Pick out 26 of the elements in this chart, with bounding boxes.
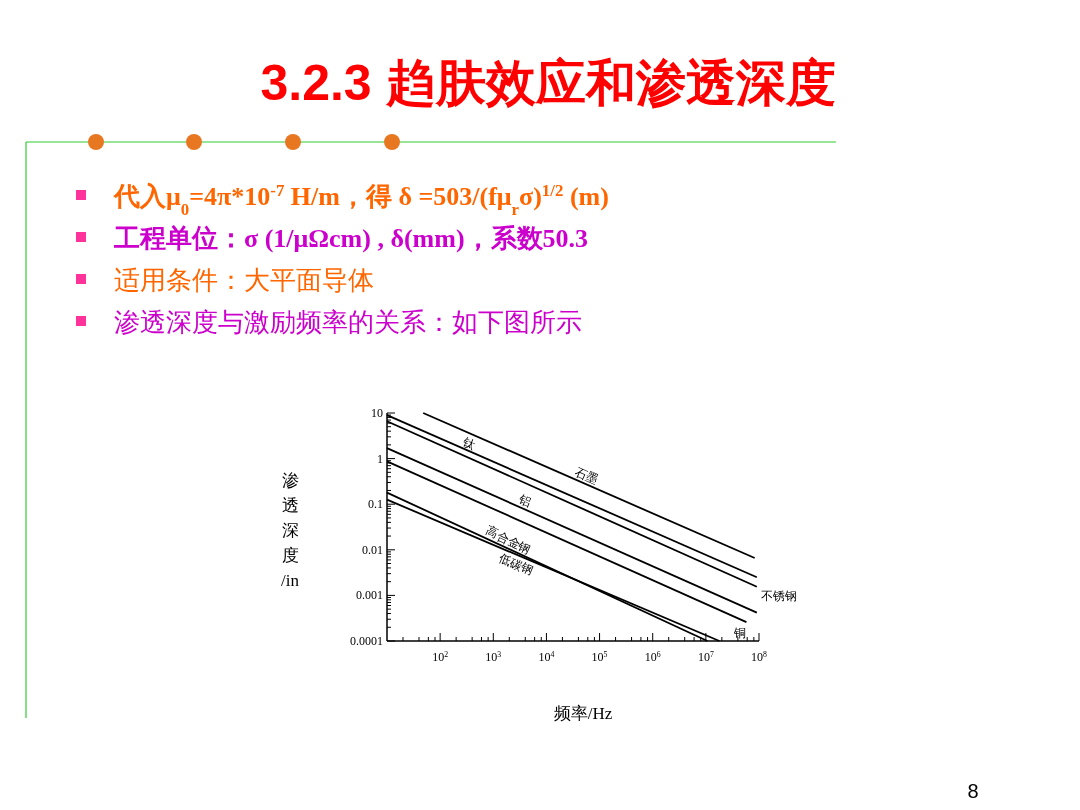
text: 代入μ$_{0}$=4π*10$^{-7}$ H/m，得 δ =503/(fμ$_{r}$σ)$^{1/2}$ (m) (114, 180, 609, 219)
y-tick-label: 0.001 (356, 588, 383, 603)
text: 钛 (460, 434, 478, 453)
y-axis-title: 渗透深度/in (281, 471, 300, 590)
x-axis-title: 频率/Hz (553, 704, 613, 723)
x-tick-label: 10$^{7}$ (697, 649, 714, 664)
text: 铝 (515, 491, 534, 510)
x-tick-label: 10$^{6}$ (644, 649, 661, 664)
series-label: 不锈钢 (760, 588, 797, 603)
text: 8 (967, 780, 979, 802)
y-tick-label: 10 (371, 406, 383, 420)
x-tick-label: 10$^{3}$ (485, 649, 502, 664)
text: 适用条件：大平面导体 (114, 266, 374, 295)
y-tick-label: 0.01 (362, 542, 383, 557)
text: 石墨 (572, 464, 601, 487)
y-tick-label: 0.0001 (350, 634, 383, 648)
x-tick-label: 10$^{2}$ (432, 649, 449, 664)
y-tick-label: 0.1 (368, 497, 383, 512)
x-tick-label: 10$^{5}$ (591, 649, 608, 664)
y-tick-label: 1 (377, 451, 383, 466)
text: 渗透深度与激励频率的关系：如下图所示 (114, 308, 582, 337)
series-label: 铜 (733, 626, 747, 641)
text: 工程单位：σ (1/μΩcm) , δ(mm)，系数50.3 (113, 224, 589, 253)
chart-title: 3.2.3 趋肤效应和渗透深度 (260, 55, 836, 111)
x-tick-label: 10$^{8}$ (751, 649, 768, 664)
x-tick-label: 10$^{4}$ (538, 649, 555, 664)
